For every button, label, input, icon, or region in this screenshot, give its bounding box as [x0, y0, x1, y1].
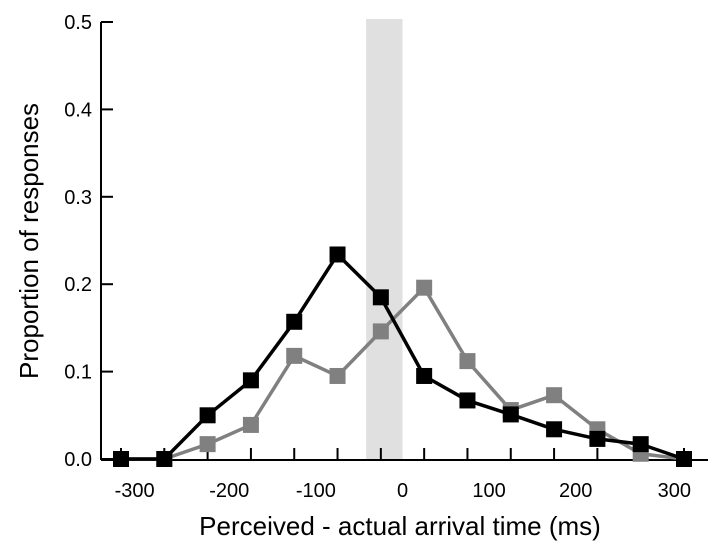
data-point [242, 416, 259, 433]
data-point [286, 347, 303, 364]
y-tick-label: 0.3 [64, 187, 92, 209]
y-tick-label: 0.0 [64, 449, 92, 471]
y-tick-label: 0.2 [64, 274, 92, 296]
series-2 [113, 246, 692, 467]
x-tick-label: 300 [658, 480, 691, 502]
data-point [459, 392, 476, 409]
data-point [632, 436, 649, 453]
x-axis-title: Perceived - actual arrival time (ms) [199, 511, 601, 541]
x-tick-label: -300 [115, 480, 155, 502]
x-tick-label: -200 [209, 480, 249, 502]
data-point [589, 430, 606, 447]
series-layer [113, 246, 692, 467]
data-point [329, 246, 346, 263]
x-tick-label: 0 [397, 480, 408, 502]
data-point [372, 323, 389, 340]
y-tick-label: 0.1 [64, 362, 92, 384]
data-point [416, 279, 433, 296]
shaded-band [366, 19, 403, 459]
data-point [156, 451, 173, 467]
axes: 0.0 0.1 0.2 0.3 0.4 0.5 -300 -200 -100 0 100 200 300 [64, 12, 708, 502]
data-point [546, 421, 563, 438]
x-tick-label: 200 [559, 480, 592, 502]
data-point [372, 289, 389, 306]
data-point [199, 407, 216, 424]
data-point [199, 436, 216, 453]
data-point [416, 367, 433, 384]
data-point [242, 372, 259, 389]
y-tick-label: 0.4 [64, 99, 92, 121]
x-tick-label: -100 [296, 480, 336, 502]
data-point [676, 451, 692, 467]
y-tick-label: 0.5 [64, 12, 92, 34]
x-tick-label: 100 [472, 480, 505, 502]
y-axis-title: Proportion of responses [14, 103, 44, 379]
data-point [113, 451, 129, 467]
data-point [329, 367, 346, 384]
data-point [459, 353, 476, 370]
data-point [546, 387, 563, 404]
shaded-region [366, 19, 403, 459]
data-point [286, 313, 303, 330]
data-point [502, 406, 519, 423]
